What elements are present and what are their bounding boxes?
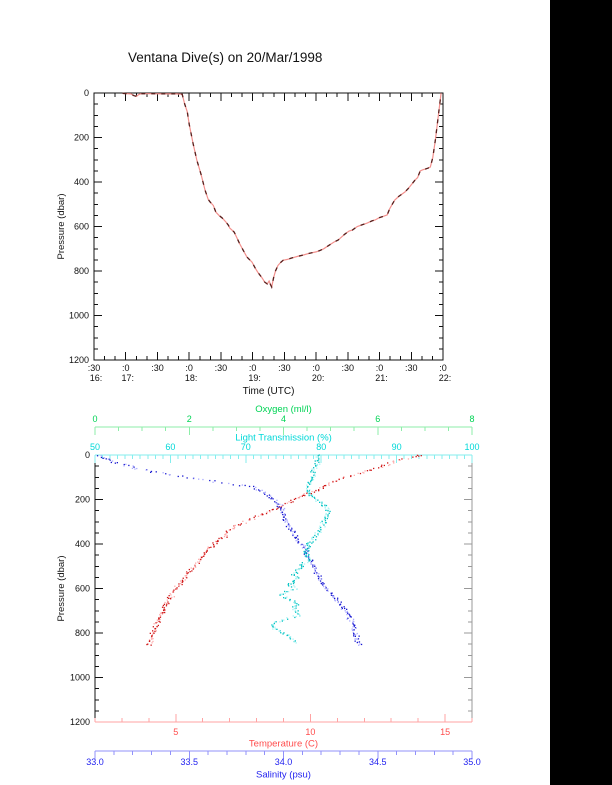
time-tick-minute: :0 bbox=[439, 363, 447, 373]
temperature-axis-tick-label: 10 bbox=[305, 727, 315, 737]
oxygen-axis-tick-label: 4 bbox=[281, 414, 286, 424]
right-black-strip bbox=[550, 0, 612, 785]
oxygen-axis-tick-label: 8 bbox=[469, 414, 474, 424]
pressure-tick-label: 0 bbox=[85, 450, 90, 460]
pressure-tick-label: 600 bbox=[74, 222, 89, 232]
pressure-tick-label: 1200 bbox=[70, 717, 90, 727]
time-tick-minute: :0 bbox=[312, 363, 320, 373]
light-transmission-axis-tick-label: 50 bbox=[90, 442, 100, 452]
pressure-tick-label: 1200 bbox=[69, 355, 89, 365]
temperature-profile-scatter bbox=[146, 454, 422, 646]
pressure-tick-label: 800 bbox=[75, 628, 90, 638]
temperature-axis-title: Temperature (C) bbox=[249, 739, 318, 750]
pressure-tick-label: 1000 bbox=[69, 311, 89, 321]
salinity-axis-tick-label: 35.0 bbox=[463, 757, 481, 767]
time-tick-minute: :30 bbox=[215, 363, 228, 373]
time-tick-minute: :0 bbox=[185, 363, 193, 373]
pressure-tick-label: 200 bbox=[75, 495, 90, 505]
pressure-tick-label: 800 bbox=[74, 266, 89, 276]
bottom-plot-frame bbox=[94, 454, 473, 723]
pressure-tick-label: 400 bbox=[74, 177, 89, 187]
time-tick-hour: 16: bbox=[90, 373, 103, 383]
light-transmission-axis: 50 60 70 80 90 100 bbox=[90, 442, 480, 463]
time-tick-hour: 17: bbox=[121, 373, 134, 383]
time-tick-minute: :30 bbox=[88, 363, 101, 373]
salinity-axis-title: Salinity (psu) bbox=[256, 770, 311, 781]
top-plot-frame bbox=[93, 92, 444, 361]
salinity-axis-tick-label: 33.0 bbox=[86, 757, 104, 767]
time-tick-minute: :0 bbox=[249, 363, 257, 373]
temperature-axis-tick-label: 15 bbox=[440, 727, 450, 737]
pressure-tick-label: 600 bbox=[75, 584, 90, 594]
time-tick-minute: :30 bbox=[405, 363, 418, 373]
time-tick-minute: :30 bbox=[151, 363, 164, 373]
salinity-axis-tick-label: 34.5 bbox=[369, 757, 387, 767]
time-tick-hour: 20: bbox=[312, 373, 325, 383]
pressure-tick-label: 400 bbox=[75, 539, 90, 549]
time-tick-hour: 18: bbox=[185, 373, 198, 383]
oxygen-axis-tick-label: 0 bbox=[92, 414, 97, 424]
light-transmission-axis-title: Light Transmission (%) bbox=[235, 433, 332, 444]
oxygen-axis-title: Oxygen (ml/l) bbox=[255, 404, 311, 415]
light-transmission-axis-tick-label: 60 bbox=[165, 442, 175, 452]
light-transmission-axis-tick-label: 80 bbox=[316, 442, 326, 452]
dive-profile-line bbox=[122, 92, 442, 289]
light-transmission-profile-scatter bbox=[271, 454, 331, 644]
time-tick-minute: :0 bbox=[376, 363, 384, 373]
light-transmission-axis-tick-label: 70 bbox=[241, 442, 251, 452]
time-tick-hour: 21: bbox=[375, 373, 388, 383]
oxygen-axis-tick-label: 6 bbox=[375, 414, 380, 424]
light-transmission-axis-tick-label: 90 bbox=[392, 442, 402, 452]
salinity-axis: 33.0 33.5 34.0 34.5 35.0 bbox=[86, 750, 481, 767]
time-tick-hour: 22: bbox=[439, 373, 452, 383]
light-transmission-axis-tick-label: 100 bbox=[464, 442, 479, 452]
oxygen-axis: 0 2 4 6 8 bbox=[92, 414, 475, 435]
pressure-tick-label: 200 bbox=[74, 133, 89, 143]
time-tick-minute: :0 bbox=[122, 363, 130, 373]
top-plot-x-ticks: :3016::017::30:018::30:019::30:020::30:0… bbox=[88, 93, 452, 383]
temperature-axis: 5 10 15 bbox=[94, 714, 473, 737]
pressure-tick-label: 1000 bbox=[70, 673, 90, 683]
page-title: Ventana Dive(s) on 20/Mar/1998 bbox=[128, 50, 322, 65]
pressure-tick-label: 0 bbox=[84, 88, 89, 98]
salinity-axis-tick-label: 34.0 bbox=[275, 757, 293, 767]
time-tick-minute: :30 bbox=[342, 363, 355, 373]
temperature-axis-tick-label: 5 bbox=[173, 727, 178, 737]
salinity-profile-scatter bbox=[96, 455, 363, 646]
salinity-axis-tick-label: 33.5 bbox=[180, 757, 198, 767]
bottom-pressure-ticks: 0 200 400 600 800 1000 1200 bbox=[70, 450, 472, 727]
top-plot: :3016::017::30:018::30:019::30:020::30:0… bbox=[69, 88, 451, 383]
bottom-y-axis-title: Pressure (dbar) bbox=[56, 556, 67, 622]
oxygen-axis-tick-label: 2 bbox=[187, 414, 192, 424]
top-x-axis-title: Time (UTC) bbox=[243, 386, 295, 397]
time-tick-minute: :30 bbox=[278, 363, 291, 373]
top-y-axis-title: Pressure (dbar) bbox=[56, 194, 67, 260]
time-tick-hour: 19: bbox=[248, 373, 261, 383]
top-plot-y-ticks: 0 200 400 600 800 1000 1200 bbox=[69, 88, 443, 365]
